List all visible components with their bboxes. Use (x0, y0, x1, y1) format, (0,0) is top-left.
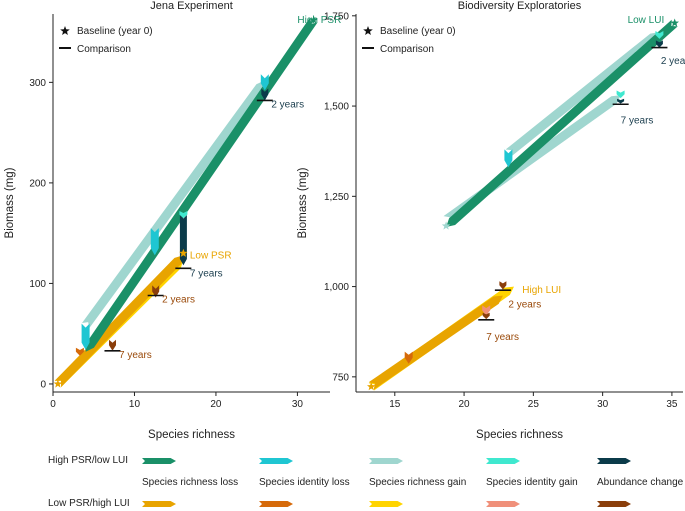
annotation-label: 7 years (190, 268, 223, 279)
x-tick-label: 10 (129, 399, 141, 410)
annotation-label: Low LUI (628, 15, 665, 26)
legend-baseline-marker (60, 26, 70, 35)
x-tick-label: 20 (210, 399, 222, 410)
y-tick-label: 1,000 (324, 282, 349, 293)
legend-row1-arrow (142, 458, 176, 464)
y-axis-label: Biomass (mg) (297, 167, 309, 238)
low-identity-gain-arrow (482, 305, 491, 316)
x-tick-label: 25 (528, 399, 540, 410)
baseline-marker (309, 15, 318, 24)
y-tick-label: 0 (40, 379, 46, 390)
high-identity-gain-arrow (655, 31, 664, 39)
low-abundance-arrow (482, 312, 490, 320)
annotation-label: 7 years (486, 332, 519, 343)
high-richness-loss-arrow (446, 19, 678, 228)
y-tick-label: 100 (29, 279, 46, 290)
legend-baseline-label: Baseline (year 0) (380, 26, 456, 37)
y-axis-label: Biomass (mg) (4, 167, 16, 238)
legend-row2-label: Low PSR/high LUI (48, 498, 130, 509)
y-tick-label: 1,250 (324, 192, 349, 203)
low-abundance-arrow (499, 281, 507, 290)
x-tick-label: 30 (597, 399, 609, 410)
legend-row2-arrow (369, 501, 403, 507)
high-abundance-arrow (261, 88, 269, 101)
high-richness-gain-arrow (505, 32, 660, 157)
annotation-label: High PSR (297, 15, 341, 26)
y-tick-label: 1,750 (324, 11, 349, 22)
x-tick-label: 15 (389, 399, 401, 410)
annotation-label: 2 years (162, 295, 195, 306)
low-identity-loss-arrow (75, 347, 84, 356)
high-identity-loss-arrow (150, 228, 159, 256)
high-richness-gain-arrow (82, 80, 265, 329)
y-tick-label: 200 (29, 178, 46, 189)
legend-row2-arrow (259, 501, 293, 507)
low-identity-loss-arrow (404, 351, 413, 364)
legend-row1-label: High PSR/low LUI (48, 455, 129, 466)
y-tick-label: 1,500 (324, 102, 349, 113)
legend-row2-arrow (142, 501, 176, 507)
component-legend (142, 458, 631, 507)
low-richness-loss-arrow (54, 255, 184, 388)
x-tick-label: 30 (292, 399, 304, 410)
high-abundance-arrow (179, 215, 187, 266)
legend-comparison-label: Comparison (77, 44, 131, 55)
high-identity-gain-arrow (616, 90, 625, 99)
baseline-marker (441, 221, 451, 230)
low-abundance-arrow (109, 339, 116, 351)
legend-row1-arrow (369, 458, 403, 464)
x-axis-label: Species richness (476, 429, 563, 441)
annotation-label: 7 years (119, 350, 152, 361)
x-tick-label: 35 (666, 399, 678, 410)
annotation-label: 2 years (661, 56, 685, 67)
high-identity-loss-arrow (504, 149, 513, 168)
chart-title: Jena Experiment (150, 0, 233, 12)
baseline-marker (367, 382, 376, 391)
legend-identity-loss: Species identity loss (259, 477, 350, 488)
legend-abundance-change: Abundance change (597, 477, 684, 488)
legend-row2-arrow (597, 501, 631, 507)
low-richness-loss-arrow (368, 295, 503, 390)
legend-identity-gain: Species identity gain (486, 477, 578, 488)
legend-row1-arrow (259, 458, 293, 464)
high-abundance-arrow (617, 98, 625, 104)
y-tick-label: 750 (332, 372, 349, 383)
exploratories-panel: Biodiversity Exploratories 15 20 25 30 35 750 1… (297, 0, 685, 441)
low-abundance-arrow (152, 285, 160, 298)
legend-comparison-label: Comparison (380, 44, 434, 55)
legend-baseline-marker (363, 26, 373, 35)
legend-row1-arrow (486, 458, 520, 464)
chart-title: Biodiversity Exploratories (458, 0, 582, 12)
legend-baseline-label: Baseline (year 0) (77, 26, 153, 37)
annotation-label: 2 years (508, 300, 541, 311)
high-abundance-arrow (655, 40, 663, 48)
legend-richness-loss: Species richness loss (142, 477, 239, 488)
annotation-label: High LUI (522, 285, 561, 296)
legend-row2-arrow (486, 501, 520, 507)
annotation-label: Low PSR (190, 250, 232, 261)
high-identity-loss-arrow (260, 74, 269, 91)
high-identity-gain-arrow (179, 211, 188, 219)
high-identity-loss-arrow (81, 323, 90, 350)
y-tick-label: 300 (29, 78, 46, 89)
legend-richness-gain: Species richness gain (369, 477, 467, 488)
x-tick-label: 20 (459, 399, 471, 410)
high-richness-loss-arrow (85, 17, 318, 352)
baseline-marker (179, 248, 188, 257)
x-tick-label: 0 (50, 399, 56, 410)
baseline-marker (53, 379, 63, 388)
annotation-label: 2 years (271, 99, 304, 110)
baseline-marker (670, 18, 679, 27)
legend-row1-arrow (597, 458, 631, 464)
annotation-label: 7 years (621, 116, 654, 127)
x-axis-label: Species richness (148, 429, 235, 441)
